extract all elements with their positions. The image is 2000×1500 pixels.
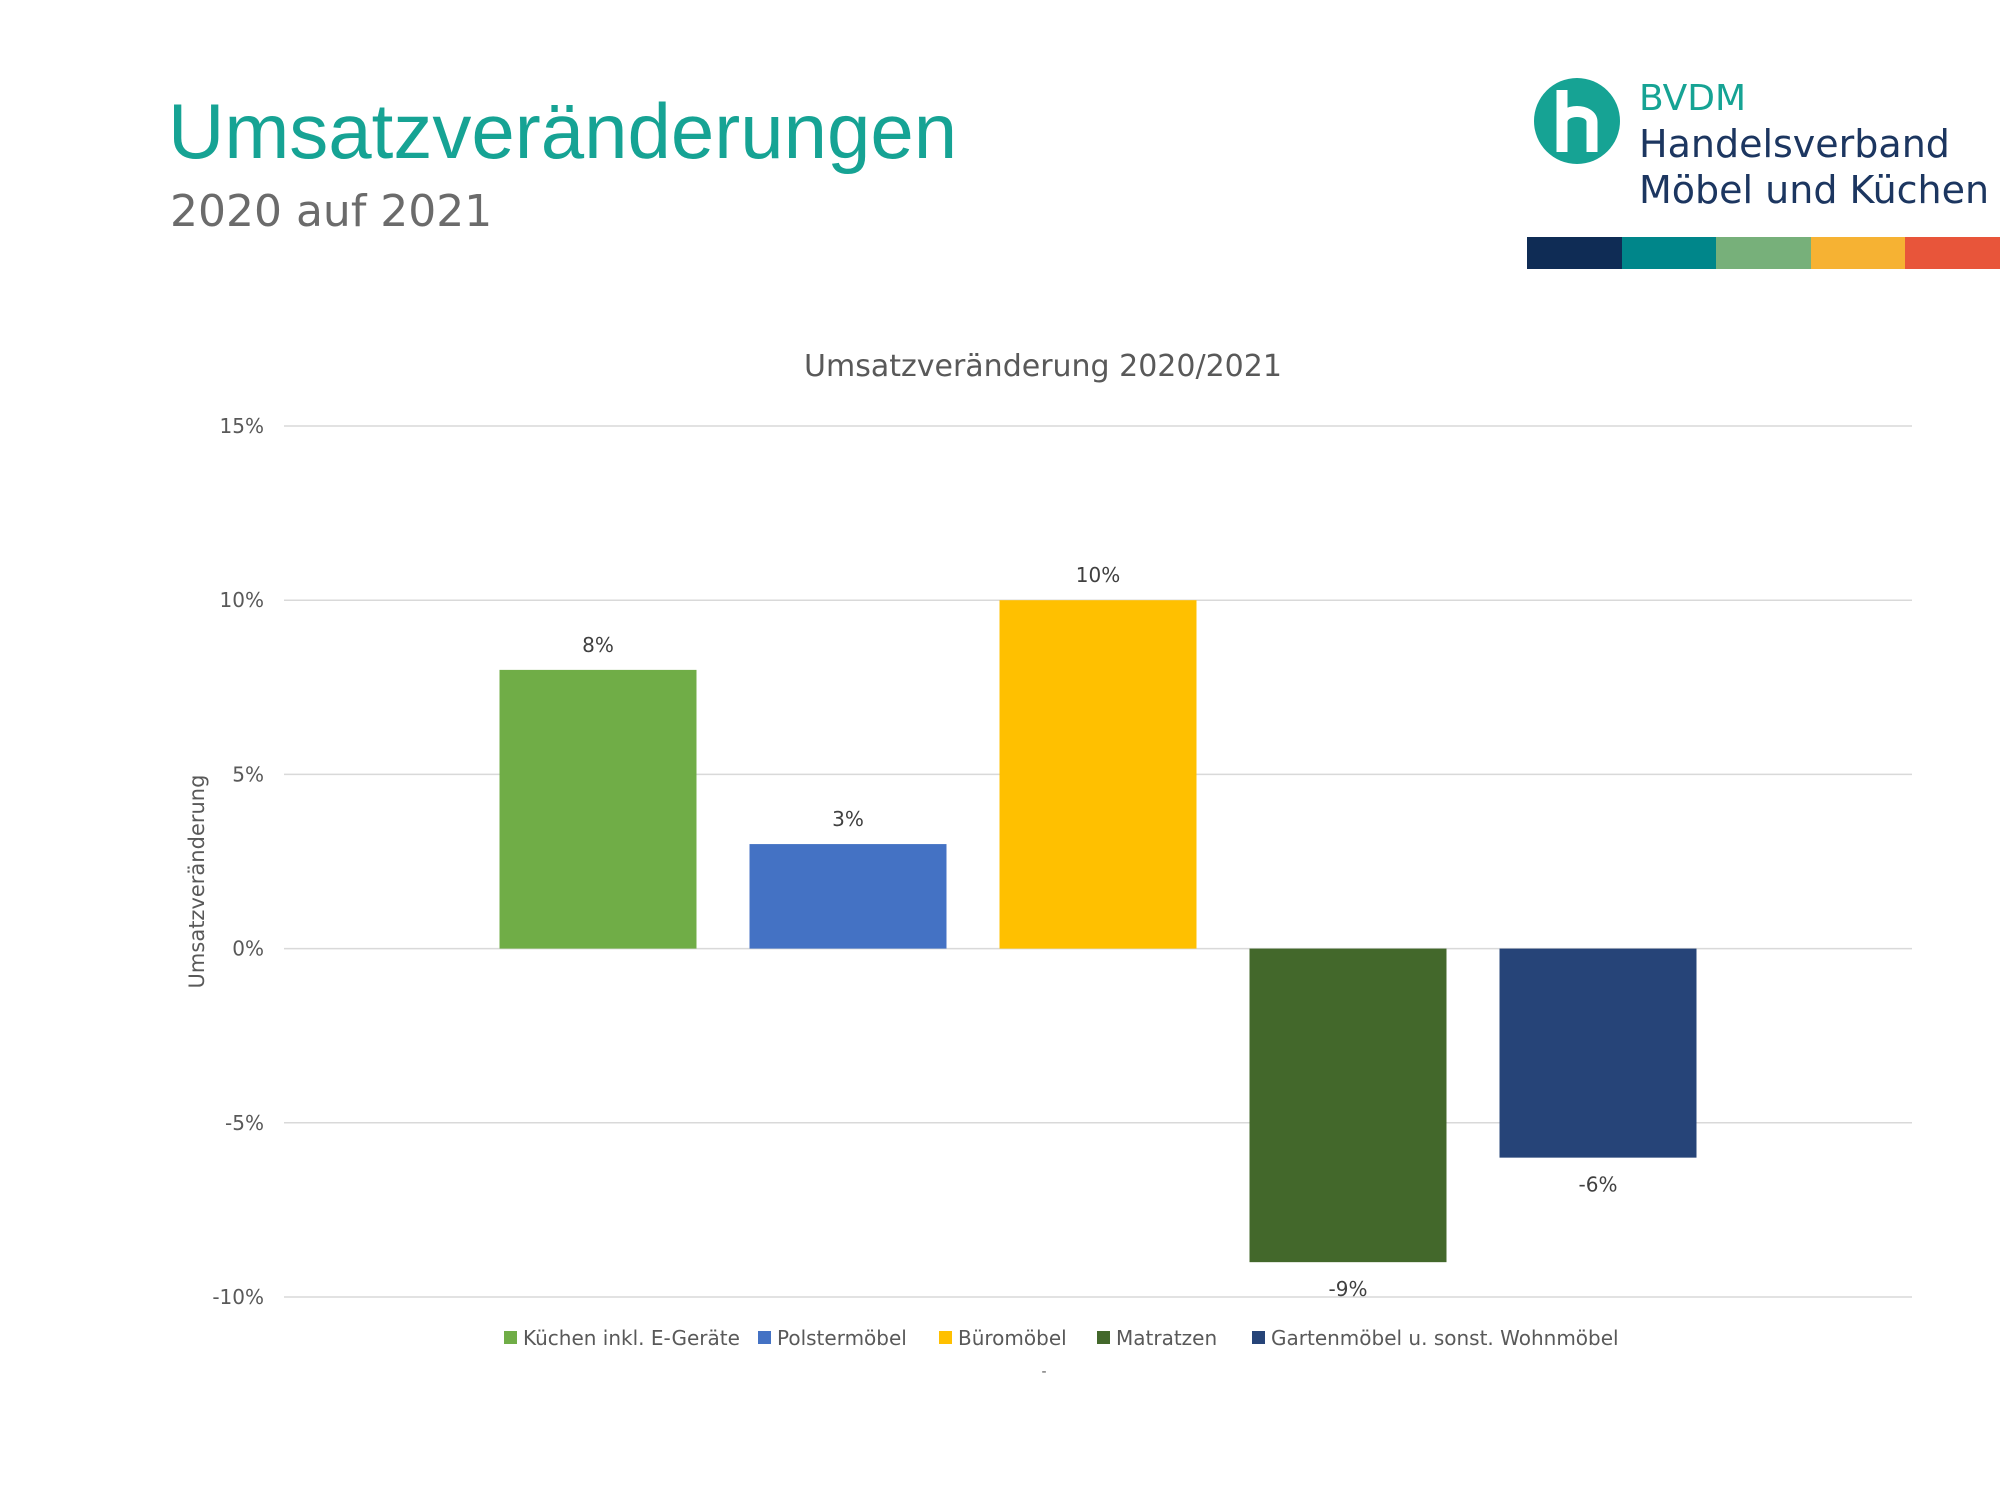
legend-swatch bbox=[1252, 1331, 1265, 1344]
legend-label: Polstermöbel bbox=[777, 1326, 907, 1350]
data-label: 10% bbox=[1076, 563, 1120, 587]
logo-line-1: Handelsverband bbox=[1639, 122, 1950, 166]
legend-swatch bbox=[1097, 1331, 1110, 1344]
legend-label: Gartenmöbel u. sonst. Wohnmöbel bbox=[1271, 1326, 1619, 1350]
bar bbox=[749, 844, 947, 949]
h-logo-icon bbox=[1534, 78, 1620, 164]
bar bbox=[999, 600, 1197, 949]
logo-abbreviation: BVDM bbox=[1639, 78, 1746, 119]
stripe-segment bbox=[1905, 237, 2000, 269]
data-label: 3% bbox=[832, 807, 864, 831]
y-tick-label: 0% bbox=[232, 937, 264, 961]
legend-swatch bbox=[939, 1331, 952, 1344]
stripe-segment bbox=[1716, 237, 1811, 269]
data-label: -6% bbox=[1579, 1173, 1618, 1197]
legend-swatch bbox=[504, 1331, 517, 1344]
stripe-segment bbox=[1527, 237, 1622, 269]
page-title: Umsatzveränderungen bbox=[168, 87, 958, 175]
data-label: 8% bbox=[582, 633, 614, 657]
chart-title: Umsatzveränderung 2020/2021 bbox=[804, 349, 1282, 384]
logo-line-2: Möbel und Küchen bbox=[1639, 168, 1990, 212]
y-tick-label: 5% bbox=[232, 762, 264, 786]
page-subtitle: 2020 auf 2021 bbox=[170, 186, 493, 237]
legend-label: Büromöbel bbox=[958, 1326, 1067, 1350]
data-label: -9% bbox=[1329, 1277, 1368, 1301]
legend-label: Matratzen bbox=[1116, 1326, 1217, 1350]
y-tick-label: -5% bbox=[225, 1111, 264, 1135]
y-tick-label: -10% bbox=[212, 1285, 264, 1309]
bar bbox=[1499, 948, 1697, 1158]
brand-color-stripe bbox=[1527, 237, 2000, 269]
legend-swatch bbox=[758, 1331, 771, 1344]
x-axis-label: - bbox=[1041, 1364, 1046, 1380]
y-tick-label: 10% bbox=[220, 588, 264, 612]
stripe-segment bbox=[1621, 237, 1717, 269]
legend-label: Küchen inkl. E-Geräte bbox=[523, 1326, 740, 1350]
bar bbox=[1249, 948, 1447, 1263]
bar-chart: Umsatzveränderung 2020/2021 15% 10% 5% 0% -5%… bbox=[185, 349, 1912, 1380]
chart-container: Umsatzveränderung 2020/2021 15% 10% 5% 0% -5%… bbox=[0, 340, 2000, 1400]
stripe-segment bbox=[1810, 237, 1906, 269]
bvdm-logo: BVDM Handelsverband Möbel und Küchen bbox=[1534, 78, 1994, 212]
y-tick-label: 15% bbox=[220, 414, 264, 438]
y-axis-label: Umsatzveränderung bbox=[185, 775, 209, 989]
bar bbox=[499, 669, 697, 949]
